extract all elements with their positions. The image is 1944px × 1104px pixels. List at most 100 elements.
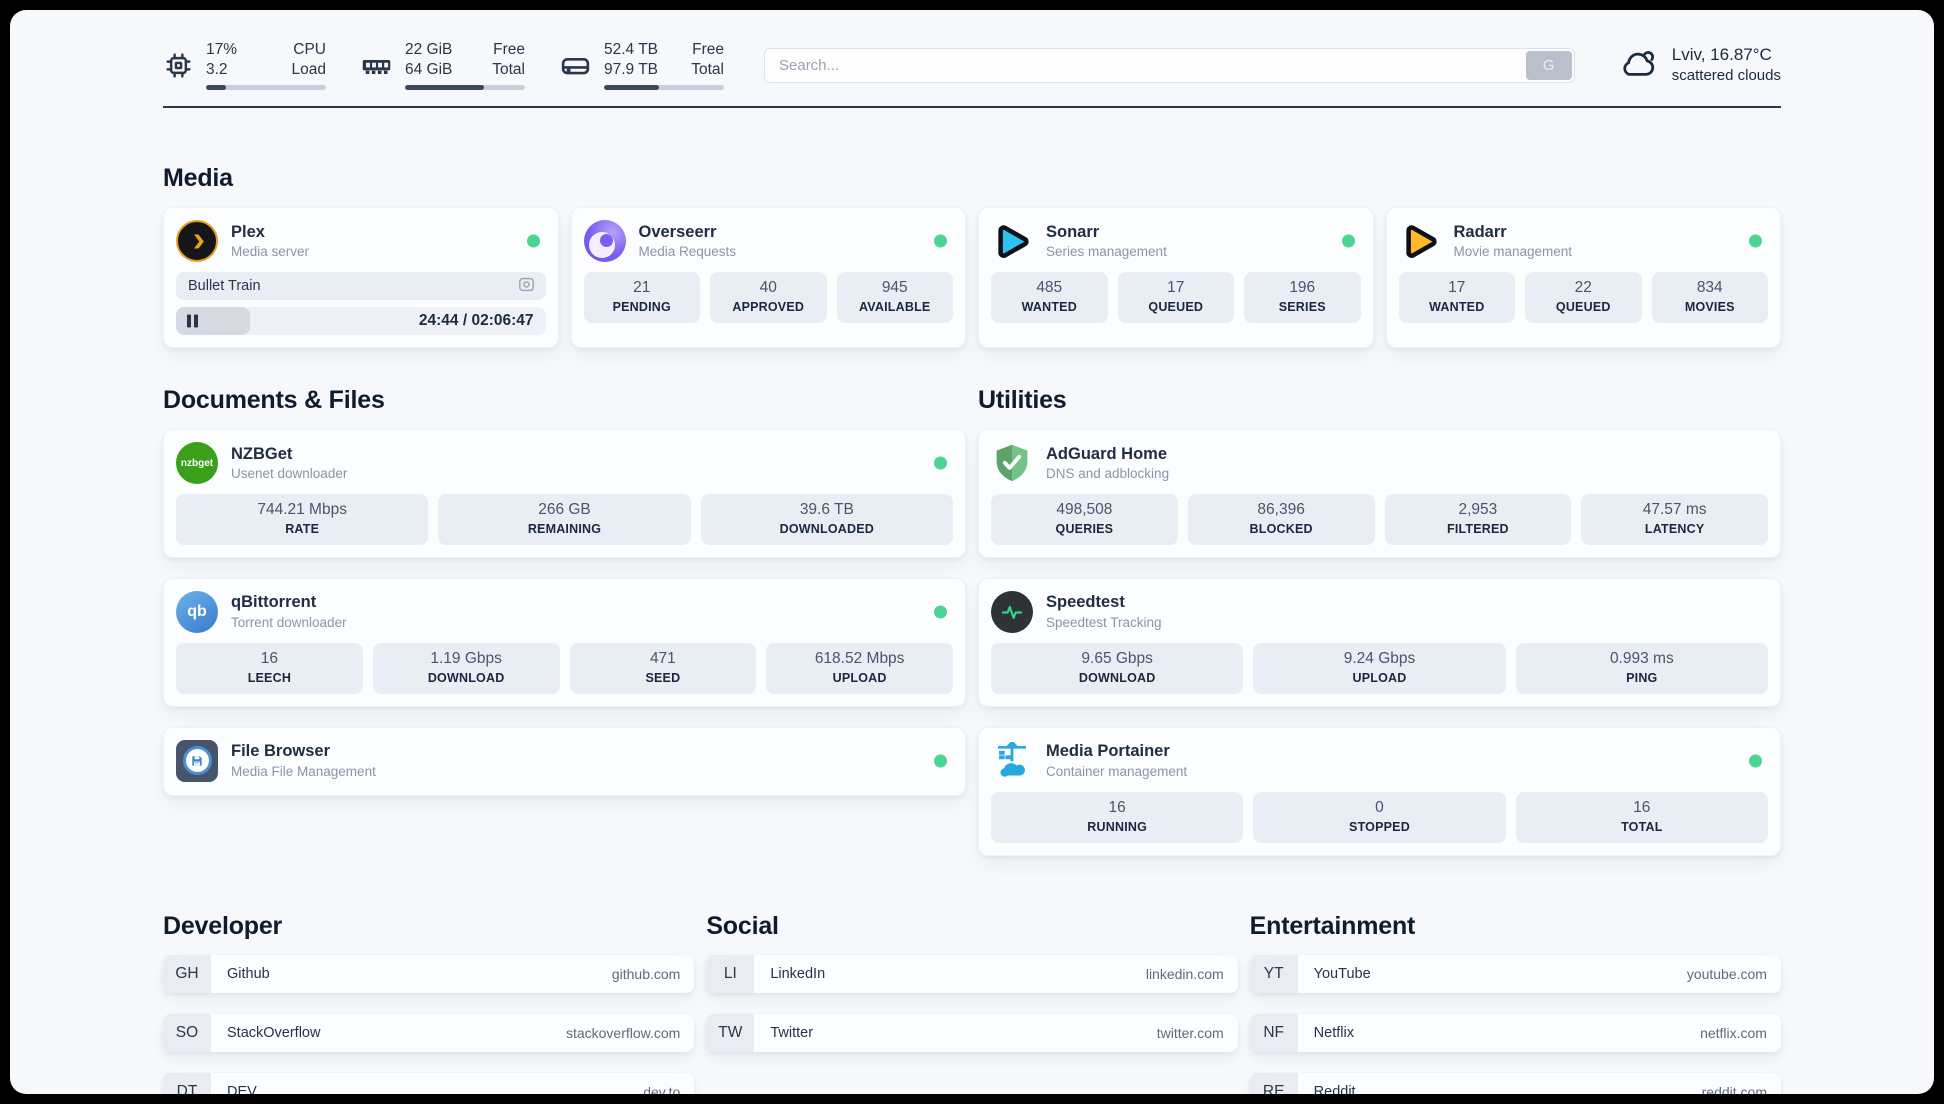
- memory-stat: 22 GiB 64 GiB Free Total: [360, 40, 525, 91]
- app-card-qbittorrent[interactable]: qb qBittorrent Torrent downloader 16 LEE…: [163, 578, 966, 707]
- bookmark-url: linkedin.com: [1145, 965, 1224, 982]
- section-developer: Developer GH Github github.com SO StackO…: [163, 912, 695, 1094]
- bookmark-github[interactable]: GH Github github.com: [163, 954, 695, 993]
- system-stats: 17% 3.2 CPU Load: [163, 40, 724, 91]
- bookmark-abbr: RE: [1249, 1072, 1298, 1094]
- dashboard-page: 17% 3.2 CPU Load: [10, 10, 1934, 1094]
- section-title-documents: Documents & Files: [163, 386, 385, 415]
- bookmark-url: netflix.com: [1700, 1024, 1767, 1041]
- app-card-speedtest[interactable]: Speedtest Speedtest Tracking 9.65 Gbps D…: [978, 578, 1781, 707]
- stat-pending: 21 PENDING: [583, 272, 700, 324]
- now-playing-row: Bullet Train: [176, 272, 546, 301]
- playback-progress-bar: 24:44 / 02:06:47: [176, 307, 546, 336]
- now-playing-title: Bullet Train: [188, 278, 261, 295]
- status-online-dot: [934, 234, 947, 248]
- stat-series: 196 SERIES: [1244, 272, 1361, 324]
- cloud-icon: [1617, 42, 1659, 89]
- pause-icon[interactable]: [187, 314, 198, 328]
- nzbget-icon: nzbget: [176, 442, 218, 485]
- bookmark-name: Netflix: [1313, 1024, 1354, 1041]
- radarr-icon: [1399, 220, 1441, 262]
- cpu-load-value: 3.2: [206, 61, 228, 79]
- bookmark-abbr: LI: [706, 954, 755, 993]
- section-documents: Documents & Files nzbget NZBGet Usenet d…: [163, 386, 966, 796]
- search-engine-button[interactable]: G: [1525, 50, 1572, 80]
- playback-time: 24:44 / 02:06:47: [418, 312, 534, 330]
- bookmark-dev[interactable]: DT DEV dev.to: [163, 1072, 695, 1094]
- app-card-nzbget[interactable]: nzbget NZBGet Usenet downloader 744.21 M…: [163, 429, 966, 559]
- bookmark-linkedin[interactable]: LI LinkedIn linkedin.com: [706, 954, 1238, 993]
- bookmark-name: LinkedIn: [770, 965, 826, 982]
- app-description: Torrent downloader: [231, 615, 347, 631]
- app-description: Media server: [231, 244, 310, 260]
- status-online-dot: [934, 456, 947, 470]
- header-divider: [163, 106, 1781, 109]
- app-description: Usenet downloader: [231, 466, 348, 482]
- app-description: Media Requests: [638, 244, 737, 260]
- status-online-dot: [1341, 234, 1355, 248]
- disk-free-label: Free: [692, 41, 724, 58]
- stat-download: 9.65 Gbps DOWNLOAD: [991, 643, 1244, 694]
- stat-movies: 834 MOVIES: [1651, 272, 1768, 324]
- app-card-overseerr[interactable]: Overseerr Media Requests 21 PENDING 40 A…: [570, 207, 966, 349]
- weather-location-temp: Lviv, 16.87°C: [1671, 45, 1772, 65]
- bookmark-name: StackOverflow: [227, 1024, 321, 1041]
- bookmark-name: Reddit: [1313, 1083, 1356, 1094]
- stat-stopped: 0 STOPPED: [1253, 791, 1506, 843]
- memory-progress-bar: [405, 85, 525, 91]
- plex-icon: [176, 220, 218, 263]
- qbittorrent-icon: qb: [176, 591, 218, 634]
- stat-wanted: 17 WANTED: [1398, 272, 1515, 324]
- section-social: Social LI LinkedIn linkedin.com TW Twitt…: [706, 912, 1238, 1052]
- app-card-radarr[interactable]: Radarr Movie management 17 WANTED 22 QUE…: [1385, 207, 1781, 349]
- status-online-dot: [526, 234, 540, 248]
- weather-condition: scattered clouds: [1671, 67, 1781, 85]
- app-description: Series management: [1046, 244, 1167, 260]
- filebrowser-icon: [176, 739, 218, 782]
- bookmark-reddit[interactable]: RE Reddit reddit.com: [1249, 1072, 1781, 1094]
- bookmark-abbr: NF: [1249, 1013, 1298, 1052]
- app-card-portainer[interactable]: Media Portainer Container management 16 …: [978, 726, 1781, 856]
- stat-available: 945 AVAILABLE: [836, 272, 953, 324]
- app-name: Speedtest: [1046, 593, 1125, 612]
- bookmark-url: github.com: [611, 965, 681, 982]
- status-online-dot: [1749, 234, 1762, 248]
- bookmark-netflix[interactable]: NF Netflix netflix.com: [1249, 1013, 1781, 1052]
- app-name: NZBGet: [231, 444, 293, 463]
- bookmark-url: youtube.com: [1686, 965, 1767, 982]
- bookmark-name: Github: [227, 965, 270, 982]
- bookmark-url: dev.to: [643, 1083, 681, 1094]
- app-name: Overseerr: [638, 222, 717, 241]
- bookmark-twitter[interactable]: TW Twitter twitter.com: [706, 1013, 1238, 1052]
- speedtest-icon: [991, 591, 1033, 634]
- app-card-sonarr[interactable]: Sonarr Series management 485 WANTED 17 Q…: [978, 207, 1374, 349]
- disk-total-label: Total: [691, 61, 724, 79]
- section-entertainment: Entertainment YT YouTube youtube.com NF …: [1249, 911, 1781, 1094]
- cpu-usage-value: 17%: [206, 41, 238, 58]
- section-title-utilities: Utilities: [978, 386, 1067, 415]
- sonarr-icon: [991, 220, 1033, 262]
- bookmark-youtube[interactable]: YT YouTube youtube.com: [1249, 954, 1781, 993]
- stat-seed: 471 SEED: [569, 643, 757, 694]
- cast-icon[interactable]: [517, 275, 536, 298]
- app-card-plex[interactable]: Plex Media server Bullet Train: [163, 207, 559, 349]
- stat-wanted: 485 WANTED: [991, 272, 1108, 324]
- section-title-entertainment: Entertainment: [1249, 911, 1416, 940]
- app-description: DNS and adblocking: [1046, 466, 1170, 482]
- search-input[interactable]: [764, 47, 1575, 83]
- cpu-load-label: Load: [291, 61, 326, 79]
- memory-free-label: Free: [493, 41, 525, 58]
- bookmark-stackoverflow[interactable]: SO StackOverflow stackoverflow.com: [163, 1013, 695, 1052]
- stat-blocked: 86,396 BLOCKED: [1187, 494, 1375, 546]
- stat-upload: 618.52 Mbps UPLOAD: [766, 643, 953, 694]
- overseerr-icon: [583, 220, 626, 263]
- app-card-filebrowser[interactable]: File Browser Media File Management: [163, 726, 966, 796]
- status-online-dot: [934, 605, 947, 619]
- bookmark-name: Twitter: [770, 1024, 814, 1041]
- app-card-adguard[interactable]: AdGuard Home DNS and adblocking 498,508 …: [978, 429, 1781, 559]
- disk-progress-bar: [604, 85, 724, 91]
- bookmark-abbr: SO: [163, 1013, 211, 1052]
- bookmark-name: YouTube: [1313, 965, 1371, 982]
- bookmark-url: reddit.com: [1701, 1083, 1767, 1094]
